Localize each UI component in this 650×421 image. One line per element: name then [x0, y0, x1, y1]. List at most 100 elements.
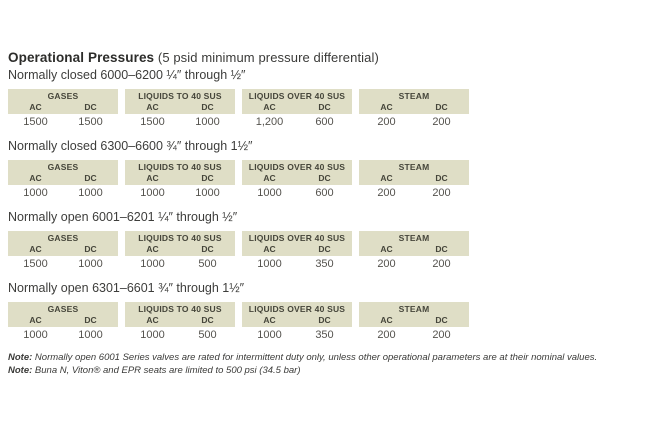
column-headers: AC DC — [359, 315, 469, 326]
pressure-table-liquids-over-40-sus: LIQUIDS OVER 40 SUS AC DC 1000 600 — [242, 160, 352, 203]
value-row: 1000 500 — [125, 329, 235, 342]
column-header-ac: AC — [380, 244, 393, 254]
ac-value: 1500 — [23, 116, 48, 128]
column-header-dc: DC — [84, 102, 97, 112]
section-heading: Normally closed 6300–6600 ¾″ through 1½″ — [8, 139, 253, 153]
ac-value: 200 — [377, 329, 396, 341]
dc-value: 200 — [432, 116, 451, 128]
pressure-table-liquids-to-40-sus: LIQUIDS TO 40 SUS AC DC 1000 500 — [125, 302, 235, 345]
table-header-band: STEAM AC DC — [359, 302, 469, 327]
note-seat-limit: Note: Buna N, Viton® and EPR seats are l… — [8, 364, 644, 377]
pressure-table-liquids-to-40-sus: LIQUIDS TO 40 SUS AC DC 1000 1000 — [125, 160, 235, 203]
column-header-ac: AC — [146, 244, 159, 254]
column-header-ac: AC — [29, 244, 42, 254]
dc-value: 600 — [315, 187, 334, 199]
column-header-dc: DC — [318, 315, 331, 325]
pressure-table-steam: STEAM AC DC 200 200 — [359, 160, 469, 203]
column-headers: AC DC — [242, 244, 352, 255]
ac-value: 1000 — [23, 187, 48, 199]
dc-value: 1000 — [78, 329, 103, 341]
note-text: Buna N, Viton® and EPR seats are limited… — [32, 365, 301, 376]
pressure-table-steam: STEAM AC DC 200 200 — [359, 89, 469, 132]
page-title: Operational Pressures (5 psid minimum pr… — [8, 50, 644, 66]
column-header-ac: AC — [380, 102, 393, 112]
pressure-table-gases: GASES AC DC 1000 1000 — [8, 302, 118, 345]
table-header-band: LIQUIDS TO 40 SUS AC DC — [125, 89, 235, 114]
group-title: LIQUIDS OVER 40 SUS — [248, 162, 346, 172]
ac-value: 1500 — [23, 258, 48, 270]
ac-value: 1000 — [23, 329, 48, 341]
column-headers: AC DC — [8, 244, 118, 255]
column-header-ac: AC — [29, 173, 42, 183]
column-header-ac: AC — [263, 315, 276, 325]
table-header-band: LIQUIDS OVER 40 SUS AC DC — [242, 89, 352, 114]
column-header-dc: DC — [201, 315, 214, 325]
column-headers: AC DC — [242, 173, 352, 184]
ac-value: 200 — [377, 258, 396, 270]
value-row: 200 200 — [359, 329, 469, 342]
column-headers: AC DC — [359, 173, 469, 184]
value-row: 1000 350 — [242, 258, 352, 271]
column-header-ac: AC — [29, 102, 42, 112]
group-title: LIQUIDS TO 40 SUS — [138, 233, 222, 243]
page-title-rest: (5 psid minimum pressure differential) — [154, 50, 379, 65]
column-headers: AC DC — [8, 102, 118, 113]
group-title: LIQUIDS OVER 40 SUS — [248, 91, 346, 101]
dc-value: 1500 — [78, 116, 103, 128]
dc-value: 500 — [198, 258, 217, 270]
table-header-band: GASES AC DC — [8, 160, 118, 185]
tables-row: GASES AC DC 1500 1500 LIQUIDS TO 40 SUS — [8, 89, 470, 132]
note-label: Note: — [8, 365, 33, 376]
group-title: GASES — [47, 304, 79, 314]
note-text: Normally open 6001 Series valves are rat… — [32, 352, 598, 363]
column-header-dc: DC — [84, 315, 97, 325]
column-headers: AC DC — [125, 244, 235, 255]
value-row: 1500 1000 — [125, 116, 235, 129]
ac-value: 1,200 — [255, 116, 284, 128]
column-header-dc: DC — [318, 102, 331, 112]
dc-value: 200 — [432, 329, 451, 341]
tables-row: GASES AC DC 1000 1000 LIQUIDS TO 40 SUS — [8, 160, 470, 203]
column-header-dc: DC — [201, 244, 214, 254]
dc-value: 350 — [315, 258, 334, 270]
page-content: Operational Pressures (5 psid minimum pr… — [8, 50, 644, 377]
group-title: GASES — [47, 91, 79, 101]
value-row: 200 200 — [359, 187, 469, 200]
pressure-section-normally-closed-6300: Normally closed 6300–6600 ¾″ through 1½″… — [8, 138, 644, 203]
note-intermittent-duty: Note: Normally open 6001 Series valves a… — [8, 351, 644, 364]
ac-value: 1000 — [140, 187, 165, 199]
column-headers: AC DC — [242, 315, 352, 326]
group-title: LIQUIDS OVER 40 SUS — [248, 304, 346, 314]
column-header-ac: AC — [146, 102, 159, 112]
pressure-table-gases: GASES AC DC 1500 1500 — [8, 89, 118, 132]
value-row: 1000 600 — [242, 187, 352, 200]
ac-value: 1000 — [140, 329, 165, 341]
column-headers: AC DC — [125, 173, 235, 184]
pressure-table-liquids-over-40-sus: LIQUIDS OVER 40 SUS AC DC 1,200 600 — [242, 89, 352, 132]
table-header-band: GASES AC DC — [8, 89, 118, 114]
value-row: 200 200 — [359, 258, 469, 271]
ac-value: 1000 — [257, 329, 282, 341]
column-header-dc: DC — [435, 173, 448, 183]
section-heading: Normally open 6301–6601 ¾″ through 1½″ — [8, 281, 245, 295]
dc-value: 500 — [198, 329, 217, 341]
column-header-dc: DC — [435, 244, 448, 254]
column-headers: AC DC — [242, 102, 352, 113]
dc-value: 1000 — [78, 187, 103, 199]
value-row: 200 200 — [359, 116, 469, 129]
tables-row: GASES AC DC 1000 1000 LIQUIDS TO 40 SUS — [8, 302, 470, 345]
column-header-dc: DC — [435, 315, 448, 325]
column-header-ac: AC — [263, 173, 276, 183]
column-header-dc: DC — [318, 173, 331, 183]
value-row: 1000 1000 — [8, 329, 118, 342]
pressure-table-liquids-over-40-sus: LIQUIDS OVER 40 SUS AC DC 1000 350 — [242, 231, 352, 274]
tables-row: GASES AC DC 1500 1000 LIQUIDS TO 40 SUS — [8, 231, 470, 274]
dc-value: 200 — [432, 187, 451, 199]
dc-value: 600 — [315, 116, 334, 128]
column-headers: AC DC — [125, 102, 235, 113]
group-title: STEAM — [398, 162, 430, 172]
value-row: 1500 1000 — [8, 258, 118, 271]
pressure-section-normally-open-6301: Normally open 6301–6601 ¾″ through 1½″ G… — [8, 280, 644, 345]
group-title: GASES — [47, 162, 79, 172]
pressure-table-gases: GASES AC DC 1500 1000 — [8, 231, 118, 274]
